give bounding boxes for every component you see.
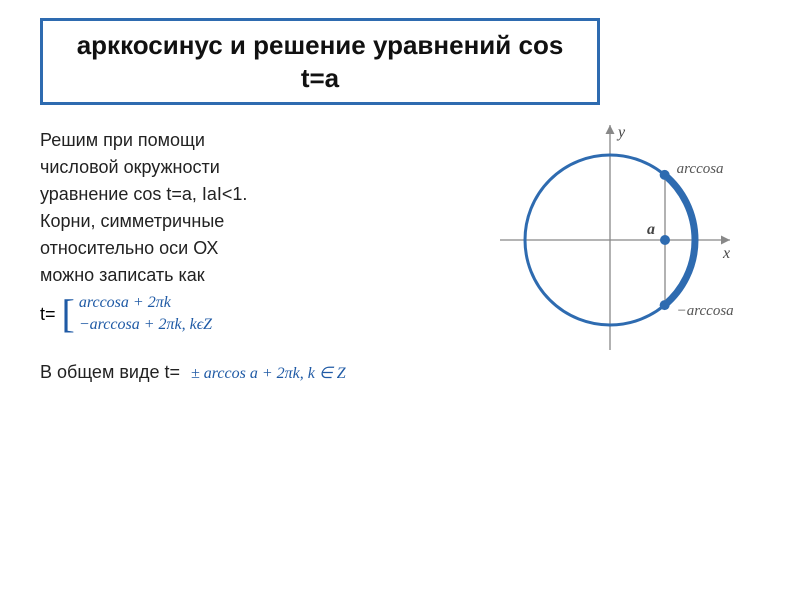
general-form-row: В общем виде t= ± arccos a + 2πk, k ∈ Z	[40, 362, 460, 383]
text-line-2: числовой окружности	[40, 157, 460, 178]
text-line-1: Решим при помощи	[40, 130, 460, 151]
brace-formula: t= [ arccosa + 2πk −arccosa + 2πk, kϵZ	[40, 294, 460, 334]
general-form-formula: ± arccos a + 2πk, k ∈ Z	[191, 365, 346, 382]
brace-lines: arccosa + 2πk −arccosa + 2πk, kϵZ	[79, 294, 212, 334]
svg-text:arccosa: arccosa	[677, 161, 724, 177]
unit-circle-diagram: y x a arccosa −arccosa	[460, 110, 760, 370]
brace-line-1: arccosa + 2πk	[79, 294, 212, 312]
text-line-3: уравнение cos t=a, IаI<1.	[40, 184, 460, 205]
t-equals-label: t=	[40, 304, 56, 325]
brace-symbol: [	[62, 294, 75, 334]
text-line-4: Корни, симметричные	[40, 211, 460, 232]
title-line-1: арккосинус и решение уравнений cos	[53, 29, 587, 62]
svg-text:y: y	[616, 124, 626, 141]
content-block: Решим при помощи числовой окружности ура…	[40, 130, 460, 383]
svg-text:−arccosa: −arccosa	[677, 303, 734, 319]
text-line-5: относительно оси ОХ	[40, 238, 460, 259]
general-form-label: В общем виде t=	[40, 362, 180, 382]
title-box: арккосинус и решение уравнений cos t=a	[40, 18, 600, 105]
brace-line-2: −arccosa + 2πk, kϵZ	[79, 316, 212, 334]
svg-text:x: x	[722, 245, 730, 262]
text-line-6: можно записать как	[40, 265, 460, 286]
title-line-2: t=a	[53, 62, 587, 95]
svg-text:a: a	[647, 221, 655, 238]
